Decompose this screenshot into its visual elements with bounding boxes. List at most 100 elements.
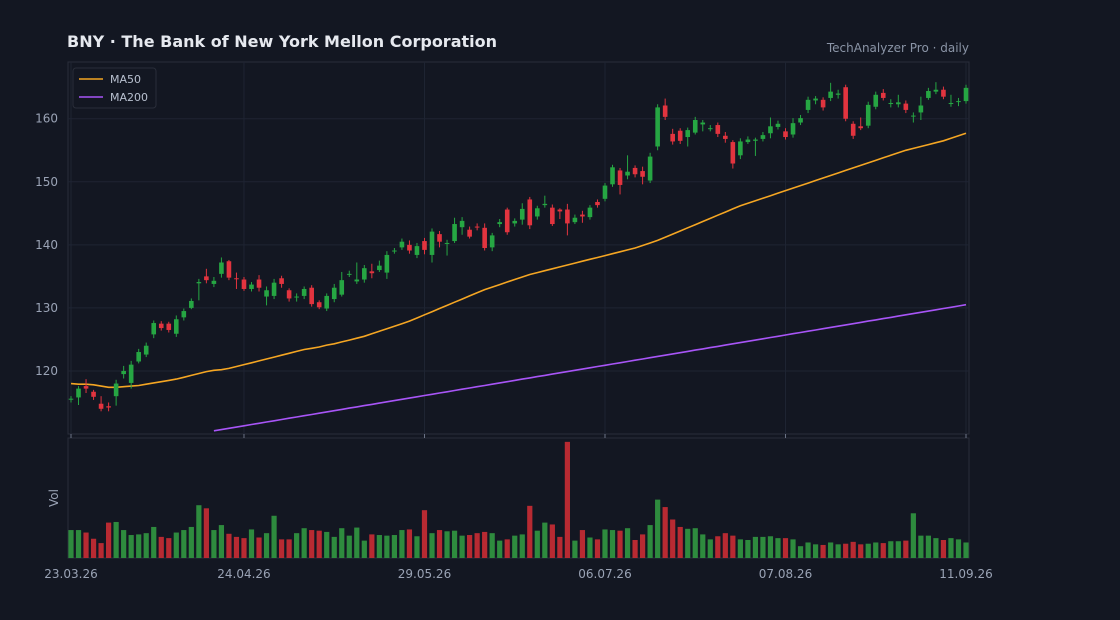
volume-bar bbox=[301, 528, 307, 558]
candle-body bbox=[204, 276, 209, 281]
volume-bar bbox=[579, 530, 586, 558]
volume-bar bbox=[685, 528, 691, 558]
candle-body bbox=[888, 102, 894, 104]
candle bbox=[828, 82, 833, 102]
volume-bar bbox=[895, 541, 901, 558]
candle bbox=[128, 360, 134, 389]
candle bbox=[121, 365, 126, 379]
volume-bar bbox=[263, 533, 270, 558]
legend-label-ma50: MA50 bbox=[110, 73, 141, 86]
candle bbox=[677, 128, 683, 144]
candle-body bbox=[219, 262, 224, 274]
candle-body bbox=[670, 133, 675, 142]
volume-bar bbox=[715, 536, 721, 558]
candle bbox=[339, 271, 345, 297]
volume-bar bbox=[399, 530, 405, 558]
volume-bar bbox=[617, 530, 623, 558]
volume-bar bbox=[828, 542, 834, 558]
candle-body bbox=[647, 156, 653, 181]
volume-bar bbox=[90, 538, 97, 558]
candle bbox=[264, 286, 269, 306]
candle-body bbox=[151, 323, 157, 335]
candle bbox=[294, 293, 299, 302]
candle bbox=[211, 277, 217, 288]
candle bbox=[783, 128, 788, 140]
candle-body bbox=[610, 167, 615, 185]
candle bbox=[489, 232, 495, 252]
candle bbox=[565, 203, 570, 236]
volume-bar bbox=[83, 532, 89, 558]
moving-averages bbox=[70, 132, 967, 432]
candle bbox=[655, 104, 660, 151]
volume-bar bbox=[963, 542, 969, 558]
candle-body bbox=[437, 234, 442, 242]
candle-body bbox=[843, 87, 848, 119]
candle-body bbox=[783, 131, 788, 138]
candle bbox=[377, 260, 382, 272]
candle bbox=[136, 348, 141, 364]
volume-bar bbox=[384, 535, 390, 558]
candles bbox=[68, 82, 969, 412]
volume-bar bbox=[527, 505, 533, 558]
candle-body bbox=[324, 295, 330, 309]
candle bbox=[587, 205, 593, 220]
candle bbox=[835, 89, 841, 99]
candle-body bbox=[850, 123, 856, 136]
volume-bar bbox=[782, 538, 789, 558]
candle bbox=[429, 228, 435, 263]
candle bbox=[249, 282, 254, 292]
candle-body bbox=[692, 120, 698, 133]
candle bbox=[459, 217, 465, 235]
candle bbox=[467, 226, 472, 239]
volume-bar bbox=[459, 535, 465, 558]
candle bbox=[926, 87, 931, 100]
candle bbox=[775, 120, 781, 130]
candle bbox=[933, 82, 939, 95]
candle bbox=[625, 155, 630, 180]
candle-body bbox=[632, 167, 638, 175]
candle bbox=[873, 91, 879, 110]
volume-bar bbox=[767, 536, 774, 558]
candle-body bbox=[512, 220, 518, 224]
candle-body bbox=[497, 222, 502, 225]
candle bbox=[256, 275, 262, 292]
candle-body bbox=[226, 261, 232, 278]
candle-body bbox=[181, 311, 187, 318]
x-axis: 23.03.26 24.04.26 29.05.26 06.07.26 07.08.26… bbox=[44, 434, 993, 581]
candle-body bbox=[948, 102, 954, 104]
volume-bar bbox=[858, 544, 864, 558]
candle bbox=[437, 230, 442, 248]
candle bbox=[474, 223, 480, 231]
candle bbox=[948, 94, 954, 107]
candle-body bbox=[565, 209, 570, 224]
candle-body bbox=[83, 386, 89, 389]
volume-bar bbox=[549, 524, 555, 558]
candle-body bbox=[775, 123, 781, 127]
candle-body bbox=[91, 391, 96, 397]
candle bbox=[504, 207, 510, 235]
candle bbox=[166, 321, 172, 333]
candle-body bbox=[128, 364, 134, 383]
candle bbox=[557, 208, 563, 219]
candle-body bbox=[918, 105, 924, 113]
candle-body bbox=[715, 125, 721, 134]
candle bbox=[896, 94, 901, 108]
candle-body bbox=[700, 122, 706, 125]
ma200-line bbox=[213, 303, 967, 432]
candle-body bbox=[941, 89, 946, 97]
candle-body bbox=[384, 254, 390, 273]
volume-bar bbox=[805, 542, 811, 558]
volume-bar bbox=[745, 539, 751, 558]
candle bbox=[369, 263, 375, 279]
candle-body bbox=[392, 250, 397, 252]
candle bbox=[189, 298, 194, 310]
candle bbox=[497, 218, 502, 228]
volume-bar bbox=[106, 522, 112, 558]
candle-body bbox=[542, 203, 548, 206]
candle-body bbox=[309, 287, 314, 305]
volume-bar bbox=[181, 530, 187, 558]
volume-bar bbox=[775, 538, 781, 558]
volume-bar bbox=[504, 539, 510, 558]
candle-body bbox=[369, 271, 375, 274]
